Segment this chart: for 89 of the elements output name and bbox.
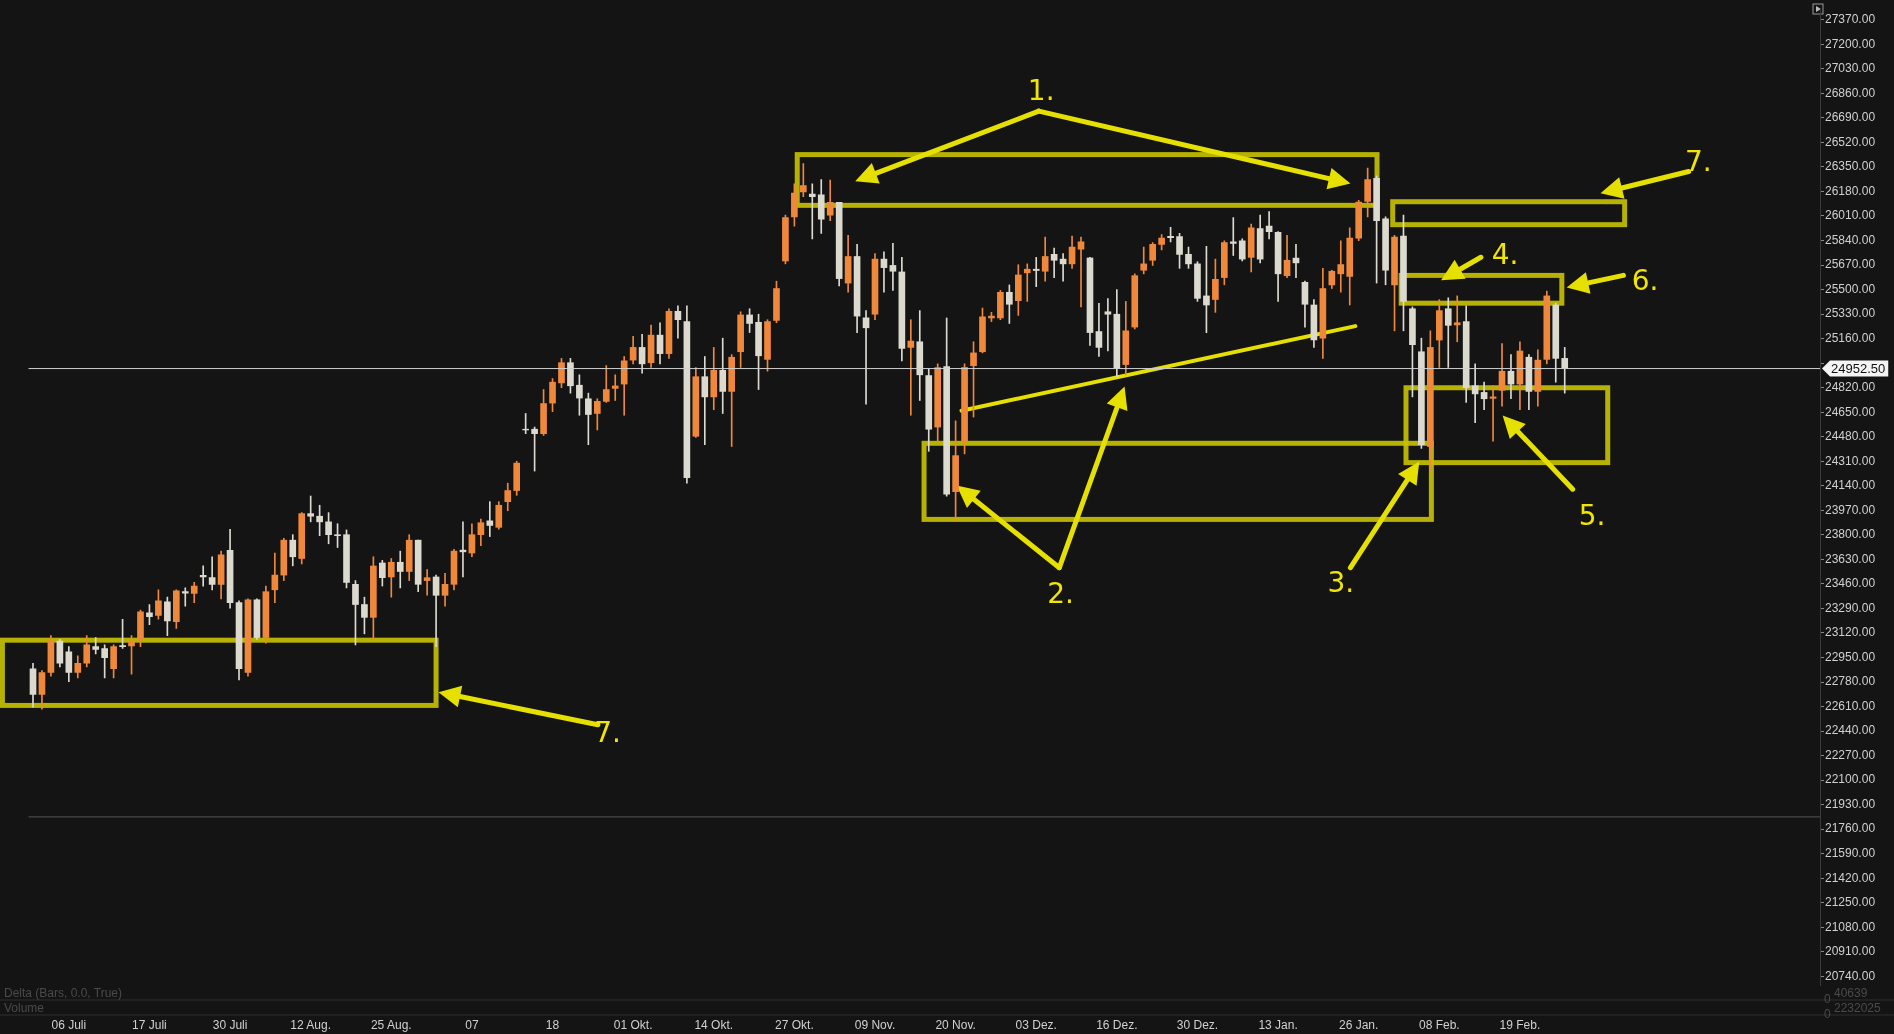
y-tick-label: 26860.00 <box>1825 85 1876 100</box>
annotation: 7. <box>1684 144 1712 178</box>
candlestick <box>808 183 816 240</box>
annotation: 7. <box>594 716 621 750</box>
y-tick-label: 27030.00 <box>1825 61 1876 76</box>
annotation: 5. <box>1578 498 1606 532</box>
y-tick-label: 27200.00 <box>1825 36 1876 51</box>
y-tick-label: 24820.00 <box>1825 379 1876 394</box>
candlestick <box>1104 298 1112 352</box>
x-tick-label: 16 Dez. <box>1096 1017 1138 1032</box>
x-tick-label: 07 <box>465 1017 479 1032</box>
y-tick-label: 26010.00 <box>1825 208 1876 223</box>
y-tick-label: 26180.00 <box>1825 183 1876 198</box>
annotation: 6. <box>1631 264 1659 298</box>
y-tick-label: 21590.00 <box>1825 846 1876 861</box>
y-tick-label: 23120.00 <box>1825 625 1876 640</box>
x-tick-label: 14 Okt. <box>694 1017 734 1032</box>
y-tick-label: 27370.00 <box>1825 12 1876 27</box>
candlestick <box>611 374 619 401</box>
candlestick <box>423 569 431 596</box>
y-tick-label: 20740.00 <box>1825 968 1876 983</box>
ref-line-label: 24952.50 <box>1831 361 1886 377</box>
y-tick-label: 23290.00 <box>1825 600 1876 615</box>
candlestick <box>1337 240 1345 293</box>
x-tick-label: 08 Feb. <box>1418 1017 1460 1032</box>
candlestick <box>1050 247 1058 278</box>
x-tick-label: 01 Okt. <box>613 1017 653 1032</box>
y-tick-label: 23630.00 <box>1825 551 1876 566</box>
candlestick <box>1561 347 1569 394</box>
x-tick-label: 25 Aug. <box>370 1017 412 1032</box>
candlestick <box>1453 295 1461 343</box>
y-tick-label: 21420.00 <box>1825 870 1876 885</box>
x-tick-label: 03 Dez. <box>1015 1017 1057 1032</box>
y-tick-label: 22270.00 <box>1825 747 1876 762</box>
x-tick-label: 17 Juli <box>132 1017 167 1032</box>
y-tick-label: 25500.00 <box>1825 281 1876 296</box>
candlestick <box>1077 236 1085 308</box>
y-tick-label: 22440.00 <box>1825 723 1876 738</box>
y-tick-label: 24480.00 <box>1825 429 1876 444</box>
y-tick-label: 24650.00 <box>1825 404 1876 419</box>
x-tick-label: 30 Dez. <box>1176 1017 1219 1032</box>
x-tick-label: 19 Feb. <box>1499 1017 1541 1032</box>
x-tick-label: 27 Okt. <box>775 1017 814 1032</box>
y-tick-label: 26350.00 <box>1825 159 1876 174</box>
annotation: 3. <box>1327 566 1355 600</box>
candlestick <box>486 501 494 537</box>
x-tick-label: 12 Aug. <box>290 1017 332 1032</box>
candlestick <box>92 637 100 655</box>
candlestick <box>1444 297 1452 368</box>
y-tick-label: 26520.00 <box>1825 134 1876 149</box>
candlestick <box>208 556 216 591</box>
x-tick-label: 30 Juli <box>212 1017 248 1032</box>
x-tick-label: 06 Juli <box>51 1017 87 1032</box>
x-tick-label: 18 <box>545 1017 560 1032</box>
annotation: 1. <box>1027 73 1055 107</box>
y-tick-label: 22610.00 <box>1825 698 1876 713</box>
candlestick <box>701 356 709 445</box>
candlestick <box>1471 363 1479 423</box>
y-tick-label: 25840.00 <box>1825 232 1876 247</box>
y-tick-label: 26690.00 <box>1825 110 1876 125</box>
y-tick-label: 21250.00 <box>1825 895 1876 910</box>
y-tick-label: 22100.00 <box>1825 772 1876 787</box>
annotation: 2. <box>1047 577 1074 611</box>
candlestick <box>907 319 915 416</box>
candlestick <box>1032 257 1040 287</box>
x-tick-label: 20 Nov. <box>935 1017 976 1032</box>
candlestick <box>889 243 897 291</box>
candlestick <box>307 495 315 523</box>
y-tick-label: 21930.00 <box>1825 796 1876 811</box>
x-tick-label: 09 Nov. <box>854 1017 896 1032</box>
y-tick-label: 23800.00 <box>1825 527 1876 542</box>
candlestick <box>1023 263 1031 302</box>
candlestick <box>1229 217 1237 256</box>
x-tick-label: 26 Jan. <box>1339 1017 1379 1032</box>
y-tick-label: 25670.00 <box>1825 257 1876 272</box>
y-tick-label: 21080.00 <box>1825 919 1876 934</box>
y-tick-label: 23460.00 <box>1825 576 1876 591</box>
y-tick-label: 20910.00 <box>1825 944 1876 959</box>
y-tick-label: 22950.00 <box>1825 649 1876 664</box>
y-tick-label: 25330.00 <box>1825 306 1876 321</box>
y-tick-label: 25160.00 <box>1825 330 1876 345</box>
y-tick-label: 24310.00 <box>1825 453 1876 468</box>
y-tick-label: 23970.00 <box>1825 502 1876 517</box>
x-tick-label: 13 Jan. <box>1258 1017 1298 1032</box>
y-tick-label: 24140.00 <box>1825 478 1876 493</box>
annotation: 4. <box>1491 237 1519 271</box>
candlestick <box>181 587 189 607</box>
y-tick-label: 22780.00 <box>1825 674 1876 689</box>
y-tick-label: 21760.00 <box>1825 821 1876 836</box>
